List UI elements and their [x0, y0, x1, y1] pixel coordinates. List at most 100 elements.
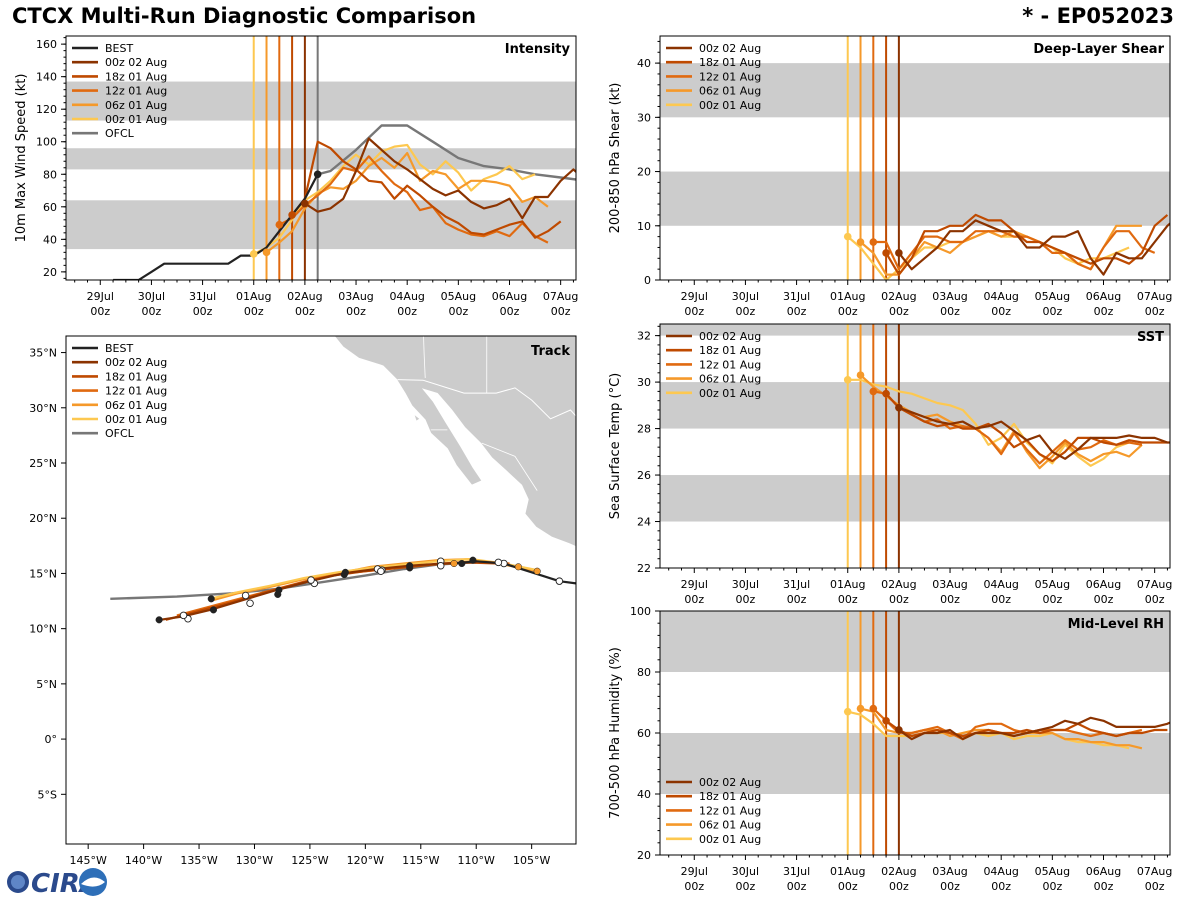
- series-marker-best: [313, 170, 322, 179]
- y-tick-label: 40: [637, 788, 651, 801]
- threshold-band: [66, 81, 576, 121]
- x-tick-label: 30Jul: [732, 290, 759, 303]
- legend-label-06z-01-aug: 06z 01 Aug: [105, 399, 167, 412]
- x-tick-label: 06Aug: [1086, 578, 1121, 591]
- x-tick-label: 01Aug: [830, 865, 865, 878]
- x-tick-label-hour: 00z: [889, 593, 909, 606]
- x-tick-label: 01Aug: [830, 290, 865, 303]
- track-marker-06z-01-aug: [450, 559, 458, 568]
- lat-tick-label: 20°N: [29, 512, 57, 525]
- x-tick-label-hour: 00z: [991, 880, 1011, 893]
- track-marker-best: [406, 564, 414, 572]
- x-tick-label: 07Aug: [1137, 290, 1172, 303]
- x-tick-label-hour: 00z: [1145, 305, 1165, 318]
- y-tick-label: 28: [637, 423, 651, 436]
- x-tick-label: 30Jul: [732, 578, 759, 591]
- x-tick-label: 03Aug: [932, 865, 967, 878]
- track-marker-best: [207, 595, 215, 603]
- x-tick-label-hour: 00z: [1042, 593, 1062, 606]
- y-axis-label: Sea Surface Temp (°C): [608, 373, 623, 520]
- panel-title: Deep-Layer Shear: [1033, 42, 1164, 57]
- x-tick-label: 29Jul: [87, 290, 114, 303]
- threshold-band: [660, 324, 1170, 336]
- state-border: [481, 442, 538, 491]
- threshold-band: [660, 63, 1170, 118]
- series-marker-00z-02-aug: [895, 726, 903, 734]
- x-tick-label: 05Aug: [1035, 290, 1070, 303]
- y-tick-label: 40: [637, 57, 651, 70]
- series-line-00z-01-aug: [847, 710, 1130, 750]
- threshold-band: [66, 148, 576, 170]
- track-line-ofcl: [110, 562, 455, 600]
- threshold-band: [660, 475, 1170, 522]
- track-marker-best: [377, 567, 385, 575]
- series-line-00z-02-aug: [898, 219, 1170, 276]
- panel-title: SST: [1137, 330, 1164, 345]
- x-tick-label: 02Aug: [881, 865, 916, 878]
- track-marker-best: [555, 577, 564, 585]
- x-tick-label: 30Jul: [732, 865, 759, 878]
- map-area: [110, 336, 576, 624]
- intensity-panel: 29Jul 00z 30Jul 00z 31Jul 00z 01Aug 00z 02Aug 00z…: [14, 35, 578, 318]
- series-line-18z-01-aug: [885, 213, 1169, 276]
- track-marker-best: [436, 561, 445, 570]
- track-line-12z-01-aug: [176, 560, 510, 617]
- sst-panel: 29Jul 00z 30Jul 00z 31Jul 00z 01Aug 00z 02Aug 00z…: [608, 323, 1172, 606]
- lon-tick-label: 115°W: [402, 854, 439, 867]
- plot-frame: [659, 35, 1171, 281]
- x-tick-label-hour: 00z: [736, 593, 756, 606]
- x-tick-label-hour: 00z: [736, 305, 756, 318]
- lat-tick-label: 35°N: [29, 347, 57, 360]
- x-tick-label: 02Aug: [881, 290, 916, 303]
- x-tick-label: 29Jul: [681, 578, 708, 591]
- legend-label-12z-01-aug: 12z 01 Aug: [105, 385, 167, 398]
- series-line-00z-02-aug: [304, 137, 576, 220]
- series-marker-00z-01-aug: [843, 375, 852, 384]
- x-tick-label-hour: 00z: [940, 305, 960, 318]
- track-marker-best: [469, 556, 477, 564]
- map-frame: [65, 335, 577, 845]
- x-tick-label: 05Aug: [1035, 865, 1070, 878]
- x-tick-label: 05Aug: [441, 290, 476, 303]
- legend-label-18z-01-aug: 18z 01 Aug: [105, 370, 167, 383]
- track-marker-best: [494, 558, 503, 567]
- series-line-00z-02-aug: [898, 406, 1170, 460]
- cira-logo: CIRA: [7, 868, 107, 898]
- track-marker-06z-01-aug: [514, 563, 522, 571]
- x-tick-label-hour: 00z: [991, 305, 1011, 318]
- legend-label-18z-01-aug: 18z 01 Aug: [105, 70, 167, 83]
- x-tick-label-hour: 00z: [244, 305, 264, 318]
- y-tick-label: 26: [637, 469, 651, 482]
- x-tick-label: 31Jul: [783, 290, 810, 303]
- lat-tick-label: 5°N: [36, 678, 57, 691]
- x-tick-label-hour: 00z: [193, 305, 213, 318]
- x-tick-label: 03Aug: [338, 290, 373, 303]
- y-tick-label: 160: [36, 38, 57, 51]
- legend-label-12z-01-aug: 12z 01 Aug: [105, 85, 167, 98]
- legend-label-00z-01-aug: 00z 01 Aug: [699, 99, 761, 112]
- y-axis-label: 700-500 hPa Humidity (%): [608, 647, 623, 819]
- legend-label-06z-01-aug: 06z 01 Aug: [699, 819, 761, 832]
- plot-area: [660, 324, 1170, 568]
- legend-label-12z-01-aug: 12z 01 Aug: [699, 804, 761, 817]
- x-tick-label: 31Jul: [189, 290, 216, 303]
- lat-tick-label: 25°N: [29, 457, 57, 470]
- x-tick-label-hour: 00z: [346, 305, 366, 318]
- chart-title: CTCX Multi-Run Diagnostic Comparison: [12, 4, 477, 28]
- track-marker-best: [340, 570, 348, 579]
- lon-tick-label: 135°W: [180, 854, 217, 867]
- x-tick-label: 03Aug: [932, 290, 967, 303]
- x-tick-label-hour: 00z: [1094, 880, 1114, 893]
- series-line-ofcl: [317, 124, 576, 181]
- x-tick-label: 07Aug: [543, 290, 578, 303]
- track-marker-best: [241, 591, 250, 600]
- land-island: [413, 413, 421, 422]
- legend-label-00z-02-aug: 00z 02 Aug: [699, 776, 761, 789]
- series-marker-00z-02-aug: [895, 249, 903, 257]
- track-panel: 145°W 140°W 135°W 130°W 125°W 120°W 115°W 110°W…: [29, 335, 577, 867]
- x-tick-label-hour: 00z: [1042, 305, 1062, 318]
- lon-tick-label: 145°W: [69, 854, 106, 867]
- x-tick-label-hour: 00z: [684, 305, 704, 318]
- y-tick-label: 100: [36, 136, 57, 149]
- lon-tick-label: 110°W: [458, 854, 495, 867]
